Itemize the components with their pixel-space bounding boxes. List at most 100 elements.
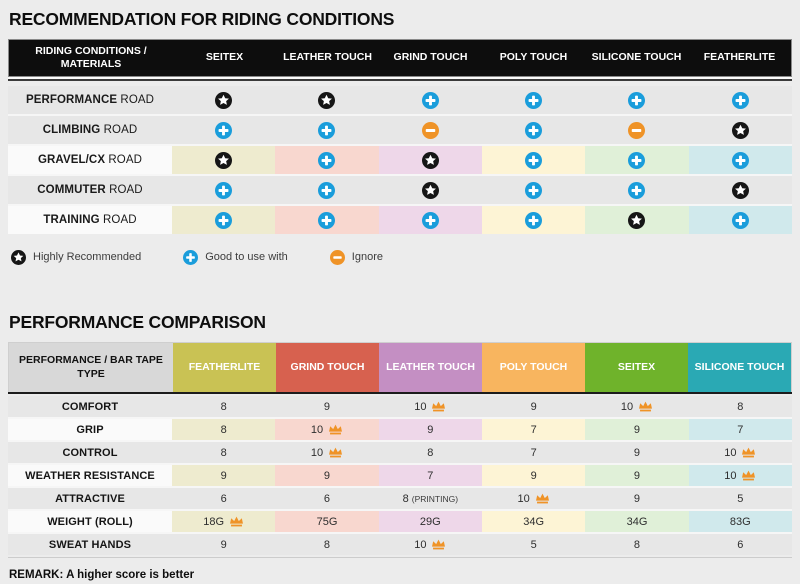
perf-header-col: FEATHERLITE [173, 343, 276, 392]
score-value: 5 [737, 492, 744, 505]
row-label: SWEAT HANDS [48, 538, 132, 551]
row-label-cell: GRAVEL/CX ROAD [8, 146, 172, 174]
plus-icon [628, 151, 646, 169]
recommendation-table-header: RIDING CONDITIONS / MATERIALS SEITEX LEATH… [8, 39, 792, 77]
score-cell: 10 [585, 396, 689, 417]
row-label-cell: CONTROL [8, 442, 172, 463]
score-cell: 6 [688, 534, 792, 555]
star-icon [628, 211, 646, 229]
score-cell: 5 [482, 534, 586, 555]
table-row: SWEAT HANDS 9 8 10 5 8 6 [8, 534, 792, 555]
plus-icon [215, 121, 233, 139]
score-cell: 8 [172, 442, 276, 463]
rating-cell [585, 146, 689, 174]
rating-cell [585, 86, 689, 114]
legend-label: Ignore [351, 251, 383, 263]
score-cell: 7 [688, 419, 792, 440]
rec-header-col: SEITEX [205, 51, 244, 64]
score-suffix: (PRINTING) [411, 493, 459, 504]
score-value: 8 [402, 492, 409, 505]
score-cell: 34G [585, 511, 689, 532]
score-value: 6 [220, 492, 227, 505]
row-label: PERFORMANCE ROAD [25, 94, 155, 106]
score-value: 34G [523, 515, 545, 528]
performance-title: PERFORMANCE COMPARISON [9, 312, 266, 332]
star-icon [215, 91, 233, 109]
crown-icon [535, 493, 550, 504]
plus-icon [525, 121, 543, 139]
rating-cell [172, 146, 276, 174]
score-cell: 29G [378, 511, 482, 532]
table-row: GRAVEL/CX ROAD [8, 146, 792, 174]
rating-cell [688, 176, 792, 204]
table-row: COMFORT 8 9 10 9 10 8 [8, 396, 792, 417]
score-cell: 9 [378, 419, 482, 440]
rating-cell [482, 206, 586, 234]
perf-header-label: PERFORMANCE / BAR TAPE TYPE [9, 343, 173, 392]
performance-table-body: COMFORT 8 9 10 9 10 8 GRIP 8 10 9 7 9 7 CONTROL 8 10 8 7 9 1… [8, 396, 792, 555]
score-cell: 18G [172, 511, 276, 532]
plus-icon [525, 181, 543, 199]
rating-cell [172, 116, 276, 144]
legend-item: Good to use with [183, 249, 288, 265]
score-value: 7 [530, 446, 537, 459]
score-value: 7 [427, 469, 434, 482]
score-cell: 34G [482, 511, 586, 532]
plus-icon [628, 181, 646, 199]
score-cell: 9 [585, 488, 689, 509]
score-cell: 6 [172, 488, 276, 509]
score-value: 10 [517, 492, 530, 505]
perf-header-col: GRIND TOUCH [276, 343, 379, 392]
score-cell: 8 [172, 396, 276, 417]
star-icon [731, 121, 749, 139]
row-label: WEIGHT (ROLL) [47, 515, 133, 528]
rating-cell [172, 206, 276, 234]
minus-icon [628, 121, 646, 139]
star-icon [421, 151, 439, 169]
plus-icon [421, 211, 439, 229]
score-value: 7 [530, 423, 537, 436]
plus-icon [318, 181, 336, 199]
recommendation-table: RIDING CONDITIONS / MATERIALS SEITEX LEATH… [8, 39, 792, 234]
score-value: 8 [220, 400, 227, 413]
score-cell: 5 [688, 488, 792, 509]
score-cell: 8 [585, 534, 689, 555]
rating-cell [482, 176, 586, 204]
score-value: 10 [724, 469, 737, 482]
plus-icon [525, 211, 543, 229]
row-label: WEATHER RESISTANCE [25, 469, 155, 482]
rating-cell [172, 176, 276, 204]
row-label: COMMUTER ROAD [37, 184, 143, 196]
score-cell: 83G [688, 511, 792, 532]
perf-header-col: LEATHER TOUCH [379, 343, 482, 392]
table-row: WEIGHT (ROLL) 18G 75G 29G 34G 34G 83G [8, 511, 792, 532]
table-row: COMMUTER ROAD [8, 176, 792, 204]
score-cell: 9 [585, 419, 689, 440]
score-value: 8 [220, 446, 227, 459]
row-label-cell: TRAINING ROAD [8, 206, 172, 234]
score-value: 8 [633, 538, 641, 551]
crown-icon [431, 539, 446, 550]
rating-cell [585, 116, 689, 144]
score-cell: 10 [688, 465, 792, 486]
score-cell: 8 [378, 442, 482, 463]
plus-icon [318, 211, 336, 229]
row-label: COMFORT [61, 400, 119, 413]
score-value: 18G [203, 515, 225, 528]
score-cell: 10 [482, 488, 586, 509]
star-icon [318, 91, 336, 109]
crown-icon [328, 447, 343, 458]
legend-label: Highly Recommended [33, 251, 142, 263]
remark-note: REMARK: A higher score is better [9, 569, 195, 581]
perf-header-col: SILICONE TOUCH [688, 343, 791, 392]
plus-icon [183, 249, 199, 265]
rating-cell [688, 146, 792, 174]
score-cell: 10 [378, 534, 482, 555]
plus-icon [628, 91, 646, 109]
star-icon [731, 181, 749, 199]
rating-cell [275, 86, 379, 114]
score-cell: 10 [378, 396, 482, 417]
score-value: 10 [414, 538, 427, 551]
score-value: 9 [530, 400, 537, 413]
row-label: GRIP [76, 423, 104, 436]
